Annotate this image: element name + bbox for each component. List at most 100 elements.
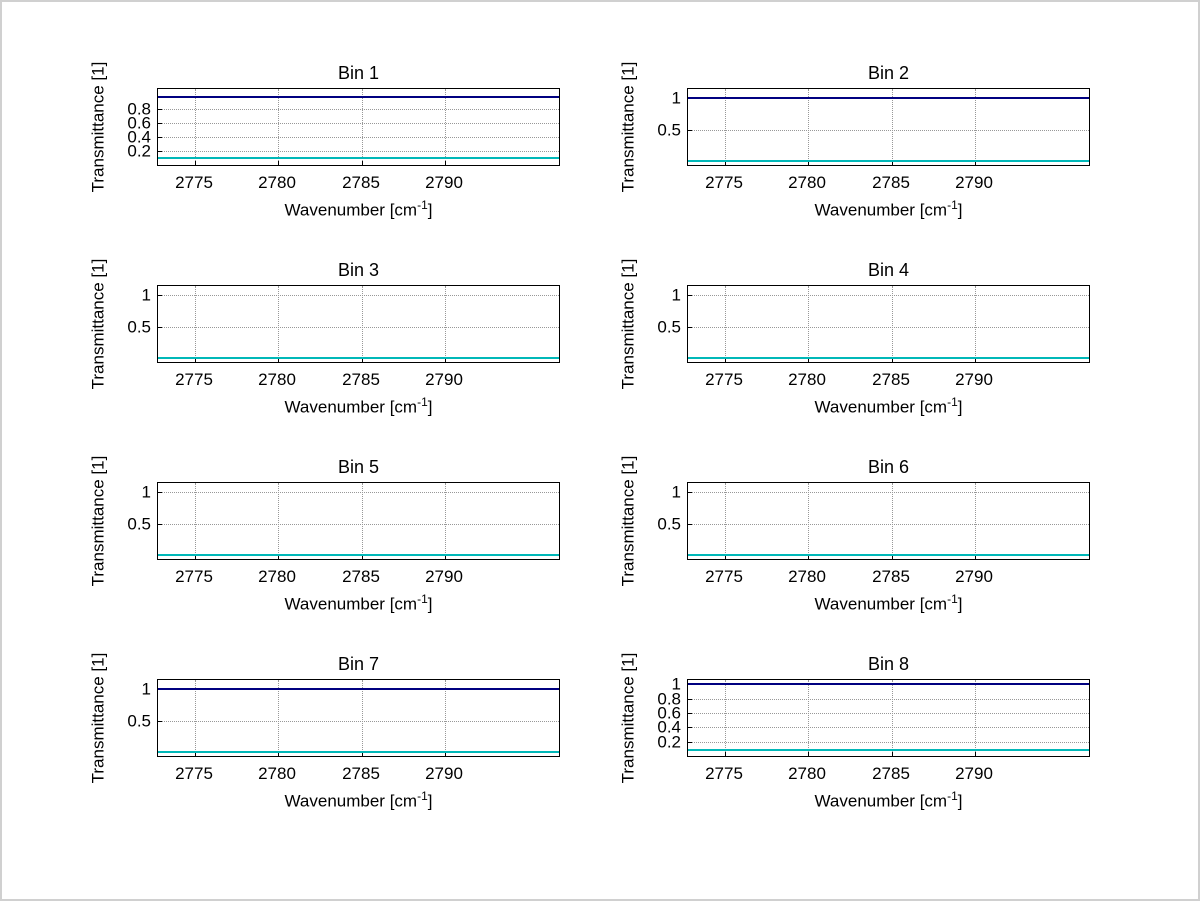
x-tick-mark	[445, 752, 446, 756]
x-tick-mark	[808, 161, 809, 165]
y-gridline	[158, 295, 559, 296]
x-tick-label: 2790	[425, 764, 463, 783]
x-tick-mark	[808, 555, 809, 559]
y-tick-label: 0.5	[127, 317, 151, 337]
x-tick-mark	[975, 161, 976, 165]
y-tick-label: 1	[141, 679, 151, 699]
y-gridline	[158, 151, 559, 152]
x-tick-mark	[892, 555, 893, 559]
x-tick-label: 2780	[788, 567, 826, 586]
y-tick-mark	[688, 713, 692, 714]
x-tick-mark	[195, 358, 196, 362]
x-axis-label-end: ]	[957, 594, 963, 614]
y-tick-mark	[688, 699, 692, 700]
series-high-transmittance	[688, 97, 1089, 99]
x-axis-label-end: ]	[427, 594, 433, 614]
subplot-bin-3: Bin 3 Transmittance [1] 1 0.5 2775 2780 278…	[2, 255, 602, 452]
x-axis-label-text: Wavenumber [cm	[814, 594, 948, 614]
y-tick-mark	[688, 727, 692, 728]
x-tick-label: 2790	[955, 173, 993, 192]
y-tick-label: 0.2	[657, 732, 681, 752]
x-tick-label: 2775	[705, 764, 743, 783]
plot-area: Transmittance [1] 1 0.5	[89, 259, 560, 389]
x-gridline	[975, 286, 976, 362]
x-tick-label: 2785	[872, 173, 910, 192]
x-tick-label: 2785	[342, 370, 380, 389]
plot-column: Bin 6 Transmittance [1] 1 0.5 2775 2780 278…	[619, 452, 1090, 615]
x-axis-label-text: Wavenumber [cm	[284, 200, 418, 220]
x-axis-label-superscript: -1	[417, 395, 428, 409]
x-tick-mark	[362, 358, 363, 362]
x-tick-label: 2775	[705, 173, 743, 192]
x-tick-label: 2785	[872, 567, 910, 586]
x-axis-label: Wavenumber [cm-1]	[157, 395, 560, 418]
y-tick-label: 0.8	[127, 99, 151, 119]
y-tick-mark	[158, 137, 162, 138]
y-axis-label: Transmittance [1]	[618, 455, 638, 587]
x-axis-label-end: ]	[427, 200, 433, 220]
x-tick-mark	[362, 161, 363, 165]
x-tick-mark	[195, 161, 196, 165]
x-tick-labels: 2775 2780 2785 2790	[687, 366, 1090, 394]
plot-area: Transmittance [1] 1 0.5	[89, 456, 560, 586]
y-axis-label: Transmittance [1]	[618, 258, 638, 390]
x-tick-labels: 2775 2780 2785 2790	[157, 563, 560, 591]
x-tick-label: 2785	[342, 567, 380, 586]
subplot-bin-8: Bin 8 Transmittance [1] 1 0.8 0.6 0.4 0.2 27…	[602, 649, 1200, 846]
x-tick-label: 2785	[872, 370, 910, 389]
x-gridline	[445, 89, 446, 165]
subplot-bin-1: Bin 1 Transmittance [1] 0.8 0.6 0.4 0.2 277…	[2, 58, 602, 255]
series-low-transmittance	[158, 357, 559, 359]
series-low-transmittance	[158, 751, 559, 753]
y-gridline	[158, 123, 559, 124]
x-tick-mark	[445, 555, 446, 559]
series-high-transmittance	[158, 688, 559, 690]
y-tick-label: 0.5	[657, 317, 681, 337]
y-axis-label: Transmittance [1]	[88, 652, 108, 784]
x-tick-mark	[278, 752, 279, 756]
y-tick-label: 1	[671, 88, 681, 108]
x-gridline	[808, 286, 809, 362]
y-gridline	[158, 492, 559, 493]
plot-area: Transmittance [1] 1 0.5	[619, 62, 1090, 192]
x-tick-label: 2790	[425, 173, 463, 192]
x-gridline	[725, 483, 726, 559]
x-tick-label: 2780	[788, 764, 826, 783]
series-low-transmittance	[158, 157, 559, 159]
y-gridline	[688, 742, 1089, 743]
x-axis-label-superscript: -1	[417, 592, 428, 606]
y-tick-label: 0.5	[657, 120, 681, 140]
x-gridline	[195, 483, 196, 559]
x-tick-label: 2775	[705, 567, 743, 586]
plot-column: Bin 8 Transmittance [1] 1 0.8 0.6 0.4 0.2 27…	[619, 649, 1090, 812]
y-tick-label: 0.6	[657, 703, 681, 723]
x-tick-mark	[278, 358, 279, 362]
x-tick-mark	[892, 161, 893, 165]
x-axis-label-end: ]	[427, 791, 433, 811]
y-tick-label: 1	[671, 674, 681, 694]
plot-area: Transmittance [1] 1 0.5	[89, 653, 560, 783]
x-axis-label-text: Wavenumber [cm	[814, 397, 948, 417]
x-axis-label-text: Wavenumber [cm	[284, 791, 418, 811]
x-tick-label: 2780	[788, 173, 826, 192]
x-axis-label: Wavenumber [cm-1]	[687, 198, 1090, 221]
y-tick-mark	[158, 295, 162, 296]
y-gridline	[158, 524, 559, 525]
plot-column: Bin 5 Transmittance [1] 1 0.5 2775 2780 278…	[89, 452, 560, 615]
y-gridline	[688, 727, 1089, 728]
x-axis-label-superscript: -1	[417, 198, 428, 212]
subplot-bin-7: Bin 7 Transmittance [1] 1 0.5 2775 2780 278…	[2, 649, 602, 846]
x-gridline	[808, 680, 809, 756]
x-tick-mark	[195, 752, 196, 756]
x-tick-label: 2775	[175, 173, 213, 192]
subplot-bin-6: Bin 6 Transmittance [1] 1 0.5 2775 2780 278…	[602, 452, 1200, 649]
chart-title: Bin 7	[337, 654, 380, 674]
x-gridline	[195, 286, 196, 362]
series-low-transmittance	[158, 554, 559, 556]
plot-column: Bin 7 Transmittance [1] 1 0.5 2775 2780 278…	[89, 649, 560, 812]
y-axis-label: Transmittance [1]	[88, 61, 108, 193]
plot-area: Transmittance [1] 1 0.5	[619, 456, 1090, 586]
x-tick-mark	[445, 358, 446, 362]
x-gridline	[892, 89, 893, 165]
x-tick-label: 2790	[425, 370, 463, 389]
